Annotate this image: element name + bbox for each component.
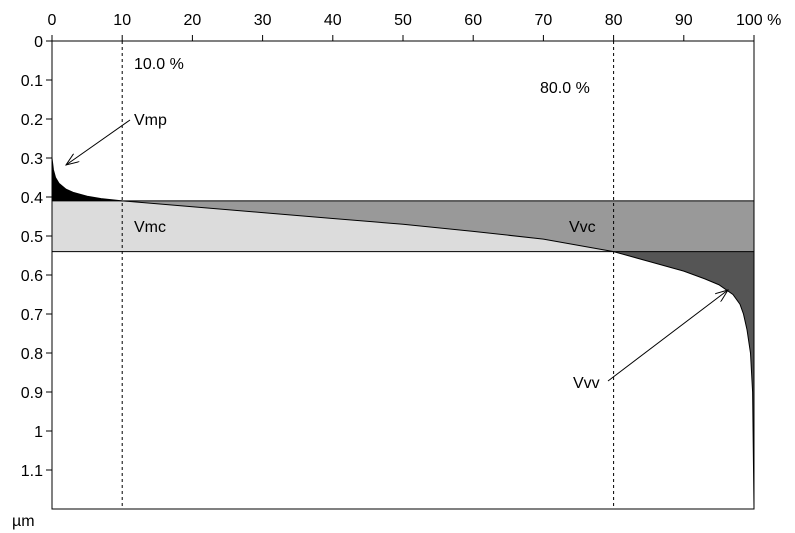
y-tick-label: 0.1 — [21, 73, 43, 90]
y-tick-label: 0 — [34, 34, 43, 51]
x-tick-label: 80 — [605, 12, 623, 29]
x-tick-label: 20 — [184, 12, 202, 29]
region-vvv — [613, 251, 754, 509]
y-tick-label: 1.1 — [21, 463, 43, 480]
region-vmc — [52, 200, 614, 252]
annotation-vmc: Vmc — [134, 219, 166, 236]
y-axis-ticks: 0 0.1 0.2 0.3 0.4 0.5 0.6 0.7 0.8 0.9 1 1.1 — [21, 34, 52, 480]
x-tick-label: 70 — [535, 12, 553, 29]
x-tick-label: 60 — [464, 12, 482, 29]
y-tick-label: 0.9 — [21, 385, 43, 402]
y-tick-label: 0.3 — [21, 151, 43, 168]
x-axis-ticks: 0 10 20 30 40 50 60 70 80 90 100 % — [48, 12, 781, 41]
x-tick-label: 10 — [113, 12, 131, 29]
annotation-vmp: Vmp — [134, 112, 167, 129]
vvv-pointer-arrow — [607, 290, 728, 382]
x-tick-label: 90 — [675, 12, 693, 29]
x-tick-label: 0 — [48, 12, 57, 29]
y-unit-label: µm — [12, 513, 35, 530]
y-tick-label: 1 — [34, 424, 43, 441]
y-tick-label: 0.6 — [21, 268, 43, 285]
x-tick-label: 100 % — [736, 12, 781, 29]
bearing-curve — [51, 157, 755, 510]
reference-lines-layer — [52, 41, 754, 509]
y-tick-label: 0.8 — [21, 346, 43, 363]
annotation-pct-high: 80.0 % — [540, 80, 590, 97]
x-tick-label: 40 — [324, 12, 342, 29]
vmp-pointer-arrow — [66, 119, 131, 165]
x-tick-label: 50 — [394, 12, 412, 29]
y-tick-label: 0.7 — [21, 307, 43, 324]
region-vmp — [52, 158, 123, 201]
regions-layer — [52, 158, 754, 509]
annotation-pct-low: 10.0 % — [134, 56, 184, 73]
annotation-vvc: Vvc — [569, 219, 596, 236]
y-tick-label: 0.5 — [21, 229, 43, 246]
y-tick-label: 0.2 — [21, 112, 43, 129]
y-tick-label: 0.4 — [21, 190, 43, 207]
annotation-vvv: Vvv — [573, 375, 600, 392]
x-tick-label: 30 — [254, 12, 272, 29]
